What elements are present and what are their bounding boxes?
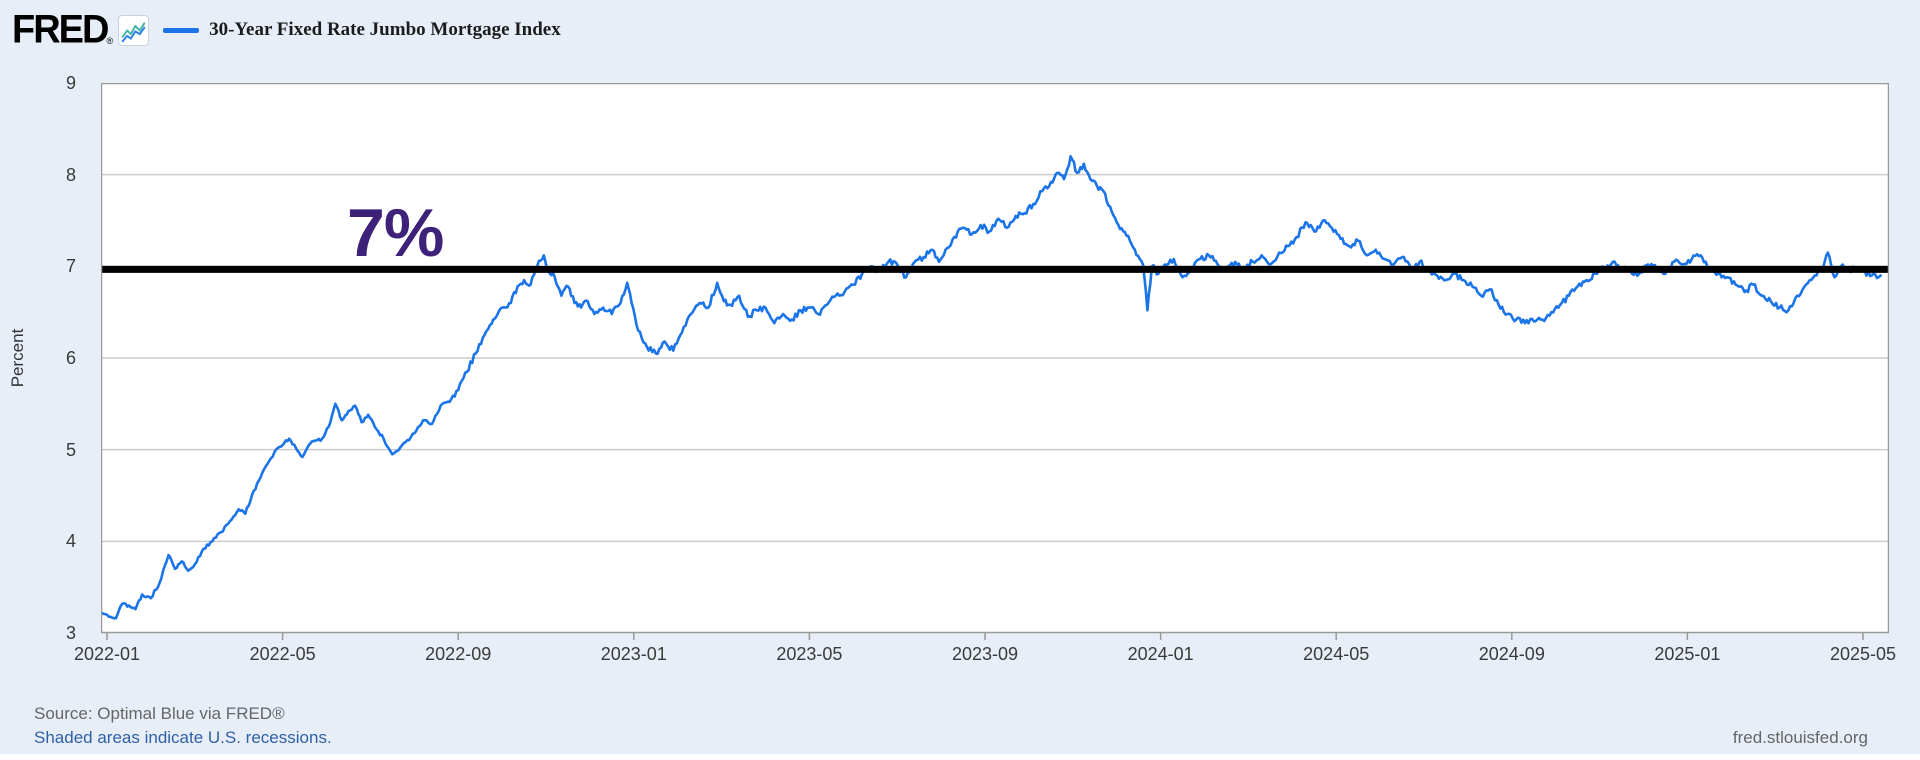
x-tick-label: 2023-05	[776, 644, 843, 664]
plot-area[interactable]	[101, 83, 1889, 641]
y-axis-title: Percent	[8, 328, 27, 388]
x-tick-label: 2022-09	[425, 644, 492, 664]
y-tick-label: 7	[65, 256, 76, 277]
fred-sparkline-icon	[118, 14, 150, 46]
seven-percent-annotation: 7%	[347, 195, 444, 271]
y-tick-label: 6	[65, 348, 76, 368]
registered-trademark: ®	[106, 36, 114, 46]
x-tick-label: 2025-05	[1829, 644, 1897, 664]
legend-series-label[interactable]: 30-Year Fixed Rate Jumbo Mortgage Index	[209, 19, 561, 40]
chart-header: FRED ® 30-Year Fixed Rate Jumbo Mortgage…	[12, 10, 561, 50]
y-tick-label: 8	[65, 164, 76, 185]
y-tick-label: 9	[65, 73, 76, 93]
x-tick-label: 2024-09	[1478, 644, 1545, 664]
legend-line-swatch	[163, 27, 200, 33]
x-tick-label: 2024-01	[1127, 644, 1194, 664]
fred-logo[interactable]: FRED	[12, 8, 109, 52]
source-attribution: Source: Optimal Blue via FRED®	[34, 704, 285, 723]
x-tick-label: 2023-09	[951, 644, 1019, 664]
x-tick-label: 2022-01	[73, 644, 141, 664]
fred-site-link[interactable]: fred.stlouisfed.org	[1732, 728, 1868, 747]
x-tick-label: 2022-05	[249, 644, 316, 664]
bottom-white-strip	[0, 754, 1920, 760]
recession-note-link[interactable]: Shaded areas indicate U.S. recessions.	[34, 728, 332, 747]
x-tick-label: 2023-01	[600, 644, 667, 664]
y-tick-label: 4	[65, 531, 76, 552]
x-tick-label: 2024-05	[1303, 644, 1370, 664]
x-tick-label: 2025-01	[1654, 644, 1721, 664]
y-tick-label: 3	[65, 623, 76, 643]
y-tick-label: 5	[65, 439, 76, 460]
